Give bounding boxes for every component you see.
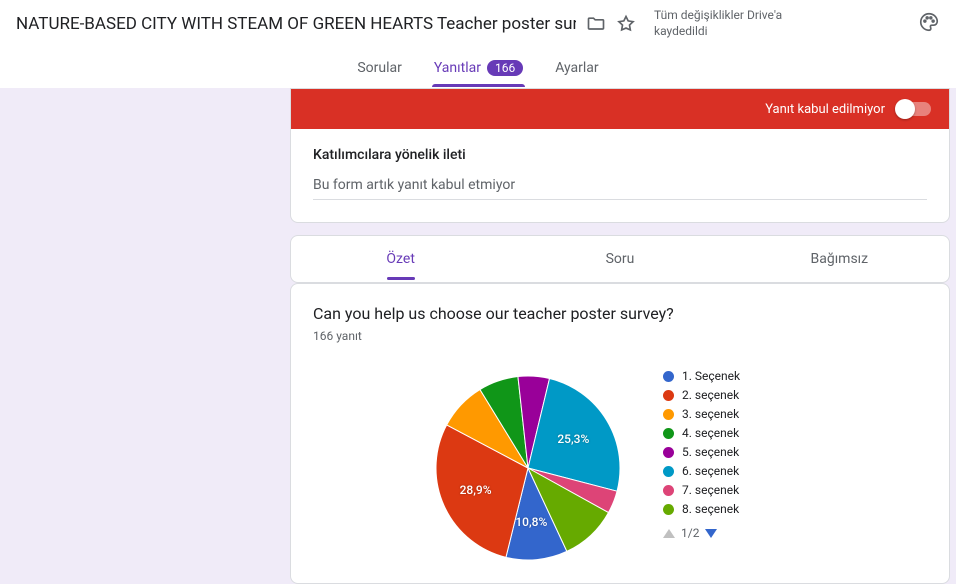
pager-next-icon[interactable] <box>705 529 717 538</box>
legend-label: 3. seçenek <box>682 407 739 421</box>
question-summary-card: Can you help us choose our teacher poste… <box>290 283 950 584</box>
legend-item[interactable]: 7. seçenek <box>663 483 740 497</box>
legend-label: 5. seçenek <box>682 445 739 459</box>
closed-message-input[interactable]: Bu form artık yanıt kabul etmiyor <box>313 177 927 200</box>
pager-prev-icon[interactable] <box>663 529 675 538</box>
subtab-summary[interactable]: Özet <box>291 251 510 267</box>
pie-slice-label-1: 10,8% <box>515 515 547 529</box>
legend-item[interactable]: 6. seçenek <box>663 464 740 478</box>
legend-item[interactable]: 1. Seçenek <box>663 369 740 383</box>
app-header: NATURE-BASED CITY WITH STEAM OF GREEN HE… <box>0 0 956 48</box>
legend-item[interactable]: 2. seçenek <box>663 388 740 402</box>
response-count: 166 yanıt <box>313 329 927 343</box>
legend-swatch <box>663 504 674 515</box>
closed-message-heading: Katılımcılara yönelik ileti <box>313 147 927 163</box>
save-status-line2: kaydedildi <box>654 24 782 40</box>
legend-item[interactable]: 5. seçenek <box>663 445 740 459</box>
tab-questions[interactable]: Sorular <box>355 50 404 86</box>
accepting-card: Yanıt kabul edilmiyor Katılımcılara yöne… <box>290 88 950 223</box>
legend-swatch <box>663 466 674 477</box>
legend-swatch <box>663 485 674 496</box>
legend-item[interactable]: 3. seçenek <box>663 407 740 421</box>
content-column: Yanıt kabul edilmiyor Katılımcılara yöne… <box>290 88 950 584</box>
top-tabs: Sorular Yanıtlar 166 Ayarlar <box>0 48 956 88</box>
tab-settings[interactable]: Ayarlar <box>553 50 600 86</box>
closed-message-block: Katılımcılara yönelik ileti Bu form artı… <box>291 129 949 222</box>
legend-swatch <box>663 447 674 458</box>
legend-item[interactable]: 4. seçenek <box>663 426 740 440</box>
save-status-line1: Tüm değişiklikler Drive'a <box>654 8 782 24</box>
pie-slice-label-2: 28,9% <box>460 483 492 497</box>
legend-label: 7. seçenek <box>682 483 739 497</box>
legend-label: 1. Seçenek <box>682 369 740 383</box>
legend-swatch <box>663 390 674 401</box>
legend-item[interactable]: 8. seçenek <box>663 502 740 516</box>
legend-label: 4. seçenek <box>682 426 739 440</box>
accepting-bar: Yanıt kabul edilmiyor <box>291 89 949 129</box>
palette-icon[interactable] <box>918 11 940 37</box>
pie-slice-label-6: 25,3% <box>557 432 589 446</box>
accepting-toggle[interactable] <box>897 102 931 116</box>
subtab-question[interactable]: Soru <box>510 251 729 267</box>
chart-row: 10,8% 28,9% 25,3% 1. Seçenek 2. seçenek 3.… <box>313 363 927 573</box>
question-title: Can you help us choose our teacher poste… <box>313 304 927 323</box>
move-to-folder-icon[interactable] <box>586 14 606 34</box>
form-title[interactable]: NATURE-BASED CITY WITH STEAM OF GREEN HE… <box>16 14 576 34</box>
pager-text: 1/2 <box>681 526 699 540</box>
legend-label: 8. seçenek <box>682 502 739 516</box>
tab-responses[interactable]: Yanıtlar 166 <box>432 50 525 86</box>
legend-swatch <box>663 371 674 382</box>
response-subtabs: Özet Soru Bağımsız <box>290 235 950 283</box>
tab-responses-label: Yanıtlar <box>434 60 481 76</box>
chart-pager: 1/2 <box>663 526 740 540</box>
star-icon[interactable] <box>616 14 636 34</box>
accepting-label: Yanıt kabul edilmiyor <box>765 102 885 117</box>
chart-legend: 1. Seçenek 2. seçenek 3. seçenek 4. seçenek… <box>663 369 740 516</box>
legend-swatch <box>663 409 674 420</box>
responses-count-badge: 166 <box>487 60 523 76</box>
save-status: Tüm değişiklikler Drive'a kaydedildi <box>654 8 782 39</box>
legend-swatch <box>663 428 674 439</box>
legend-label: 2. seçenek <box>682 388 739 402</box>
subtab-individual[interactable]: Bağımsız <box>730 251 949 267</box>
legend-label: 6. seçenek <box>682 464 739 478</box>
legend-pager-column: 1. Seçenek 2. seçenek 3. seçenek 4. seçenek… <box>663 363 740 540</box>
pie-chart[interactable]: 10,8% 28,9% 25,3% <box>423 363 633 573</box>
